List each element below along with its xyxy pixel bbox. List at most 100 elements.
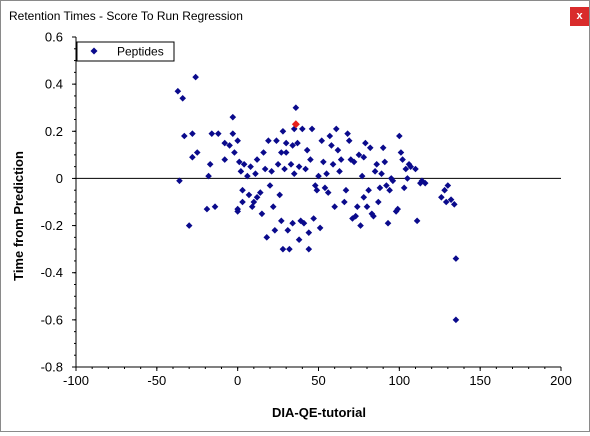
data-point bbox=[181, 132, 188, 140]
y-tick-label: 0.4 bbox=[45, 77, 63, 92]
data-point bbox=[179, 94, 186, 102]
data-point bbox=[396, 132, 403, 140]
data-point bbox=[355, 151, 363, 159]
data-point bbox=[365, 186, 372, 194]
data-point bbox=[287, 160, 295, 168]
legend: Peptides bbox=[76, 41, 175, 62]
legend-marker bbox=[90, 47, 98, 55]
data-point bbox=[407, 163, 414, 170]
y-tick-label: 0 bbox=[56, 171, 63, 186]
data-point bbox=[321, 184, 329, 192]
data-point bbox=[260, 149, 267, 156]
data-point bbox=[276, 191, 283, 199]
data-point bbox=[328, 142, 335, 149]
data-point bbox=[253, 193, 261, 201]
data-point bbox=[274, 160, 282, 168]
data-point bbox=[278, 149, 285, 156]
title-bar[interactable]: Retention Times - Score To Run Regressio… bbox=[1, 1, 589, 31]
data-point bbox=[324, 189, 332, 196]
data-point bbox=[375, 198, 382, 206]
data-point bbox=[412, 165, 419, 173]
data-point bbox=[394, 205, 402, 213]
data-point bbox=[363, 203, 371, 211]
data-point bbox=[332, 125, 340, 133]
data-point bbox=[278, 217, 285, 225]
data-point bbox=[366, 144, 374, 152]
x-tick-label: 150 bbox=[469, 373, 491, 388]
data-point bbox=[252, 170, 259, 178]
data-point bbox=[263, 234, 271, 241]
y-tick-label: 0.6 bbox=[45, 31, 63, 45]
data-point bbox=[371, 168, 379, 175]
data-point bbox=[383, 182, 390, 189]
data-point bbox=[174, 87, 182, 95]
data-points bbox=[174, 73, 460, 324]
data-point bbox=[311, 182, 319, 189]
legend-box bbox=[76, 41, 175, 62]
data-point bbox=[282, 149, 290, 156]
data-point bbox=[303, 146, 311, 154]
data-point bbox=[392, 208, 400, 215]
y-axis-label: Time from Prediction bbox=[11, 151, 26, 281]
scatter-chart[interactable]: -0.8 -0.6 -0.4 -0.2 0 0.2 0.4 0.6 -100 -50 0 50 100 1… bbox=[1, 30, 589, 431]
data-point bbox=[295, 163, 303, 170]
data-point bbox=[345, 137, 353, 145]
highlighted-data-point[interactable] bbox=[291, 120, 300, 129]
close-button[interactable]: x bbox=[570, 7, 589, 26]
data-point bbox=[261, 165, 269, 173]
data-point bbox=[279, 245, 287, 253]
data-point bbox=[354, 203, 361, 211]
data-point bbox=[253, 156, 261, 163]
data-point bbox=[402, 165, 410, 173]
data-point bbox=[229, 113, 237, 121]
x-tick-label: -50 bbox=[147, 373, 166, 388]
x-tick-label: -100 bbox=[63, 373, 89, 388]
data-point bbox=[389, 177, 397, 185]
data-point bbox=[286, 245, 293, 253]
data-point bbox=[400, 184, 408, 192]
data-point bbox=[376, 184, 384, 192]
data-point bbox=[192, 73, 199, 81]
data-point bbox=[316, 224, 324, 232]
data-point bbox=[189, 153, 196, 161]
data-point bbox=[405, 160, 413, 168]
data-point bbox=[193, 149, 201, 156]
data-point bbox=[239, 198, 246, 206]
data-point bbox=[234, 208, 241, 215]
data-point bbox=[273, 137, 280, 145]
data-point bbox=[268, 168, 275, 175]
data-point bbox=[342, 186, 350, 194]
data-point bbox=[299, 125, 306, 133]
data-point bbox=[211, 203, 219, 211]
data-point bbox=[206, 160, 214, 168]
x-tick-label: 200 bbox=[550, 373, 572, 388]
data-point bbox=[360, 193, 368, 201]
plot-area[interactable]: -0.8 -0.6 -0.4 -0.2 0 0.2 0.4 0.6 -100 -50 0 50 100 1… bbox=[1, 30, 589, 431]
data-point bbox=[447, 196, 455, 203]
data-point bbox=[352, 212, 359, 220]
data-point bbox=[315, 172, 322, 180]
data-point bbox=[399, 156, 406, 163]
data-point bbox=[185, 222, 193, 229]
data-point bbox=[320, 158, 327, 166]
data-point bbox=[176, 177, 183, 185]
data-point bbox=[379, 144, 387, 152]
data-point bbox=[358, 172, 366, 180]
data-point bbox=[305, 245, 313, 253]
data-point bbox=[269, 203, 277, 211]
data-point bbox=[413, 217, 421, 225]
data-point bbox=[334, 146, 342, 154]
data-point bbox=[444, 182, 452, 189]
data-point bbox=[370, 212, 377, 220]
data-point bbox=[451, 201, 458, 208]
data-point bbox=[452, 255, 460, 262]
y-tick-label: 0.2 bbox=[45, 124, 63, 139]
data-point bbox=[357, 222, 364, 229]
data-point bbox=[203, 205, 211, 213]
data-point bbox=[387, 175, 395, 182]
data-point bbox=[231, 149, 238, 156]
data-point bbox=[341, 198, 348, 206]
data-point bbox=[310, 215, 317, 222]
y-tick-label: -0.2 bbox=[41, 218, 63, 233]
data-point bbox=[452, 316, 460, 324]
